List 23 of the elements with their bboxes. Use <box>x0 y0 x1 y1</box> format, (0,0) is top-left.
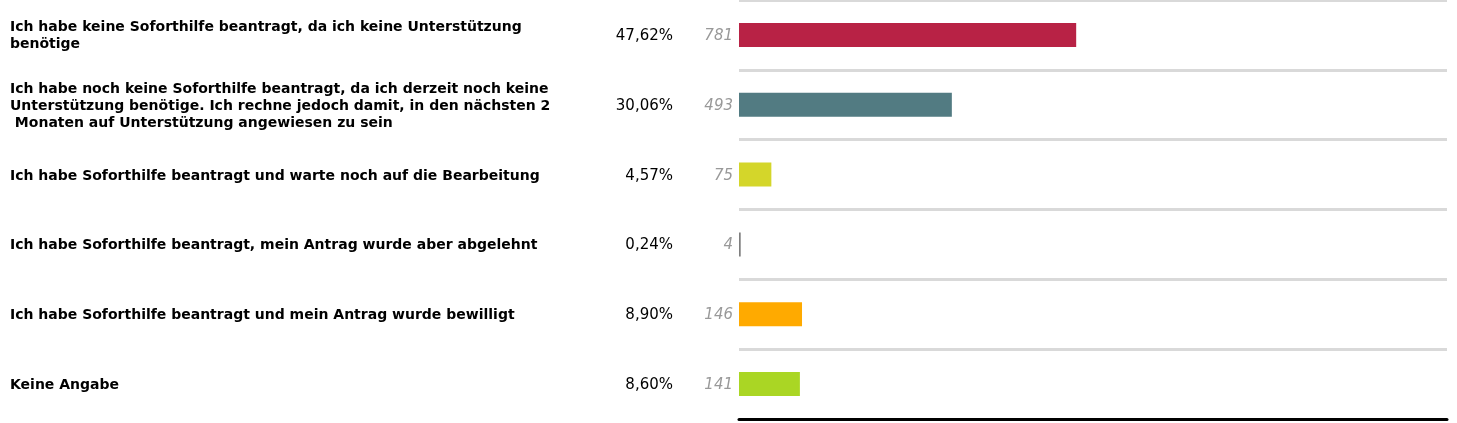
y-tick-label: Ich habe noch keine Soforthilfe beantragt, da ich derzeit noch keine Unterstützung benötige. Ich rechne jedoch damit, in den nächsten 2 Monaten auf Unterstützung angewiesen zu sein <box>10 79 554 130</box>
data-label: 0,24% <box>625 235 673 254</box>
data-label: 4,57% <box>625 165 673 184</box>
text: 75 <box>713 165 733 184</box>
text: 146 <box>704 305 733 324</box>
y-tick-label: Ich habe Soforthilfe beantragt und mein Antrag wurde bewilligt <box>10 306 515 323</box>
data-label: 8,90% <box>625 305 673 324</box>
y-tick-label: Ich habe Soforthilfe beantragt, mein Antrag wurde aber abgelehnt <box>10 236 538 253</box>
data-label: 30,06% <box>615 95 673 114</box>
bar <box>739 302 803 327</box>
text: 141 <box>704 375 733 394</box>
y-tick-label: Ich habe keine Soforthilfe beantragt, da ich keine Unterstützung benötige <box>10 18 527 52</box>
bar <box>739 22 1077 47</box>
text: 781 <box>704 25 733 44</box>
data-label: 47,62% <box>615 25 673 44</box>
bar <box>739 372 800 397</box>
data-label: 8,60% <box>625 375 673 394</box>
text: 493 <box>704 95 733 114</box>
y-tick-label: Ich habe Soforthilfe beantragt und warte noch auf die Bearbeitung <box>10 166 540 183</box>
bar <box>739 92 952 117</box>
y-tick-label: Keine Angabe <box>10 376 120 393</box>
text: 4 <box>723 235 733 254</box>
bar <box>739 162 772 187</box>
